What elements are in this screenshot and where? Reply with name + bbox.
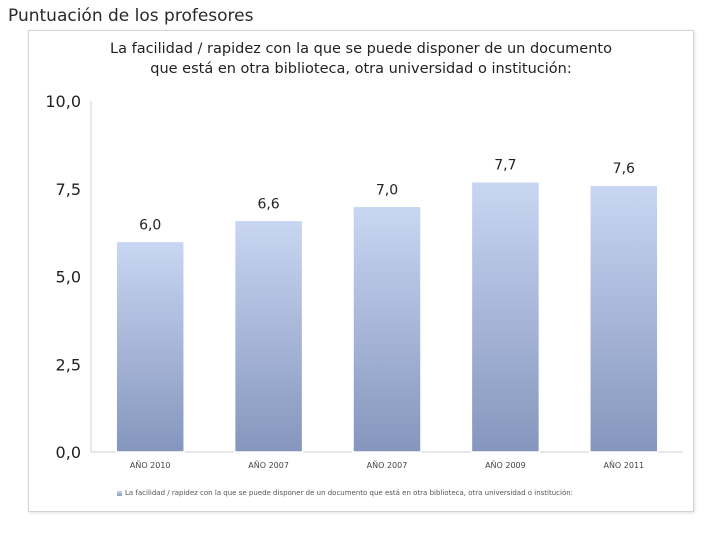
bar-chart: 0,0 2,5 5,0 7,5 10,0 6,0 AÑO 2010 6,6 AÑO 2007 7,… [45,92,683,470]
data-label: 6,0 [139,217,161,233]
y-tick-label: 10,0 [45,92,81,111]
bar [115,240,185,453]
y-tick-label: 7,5 [56,180,81,199]
legend-label: La facilidad / rapidez con la que se pue… [125,489,574,497]
chart-title-line-2: que está en otra biblioteca, otra univer… [150,61,572,77]
bar [233,219,304,453]
bar [589,184,659,453]
x-tick-label: AÑO 2007 [248,460,289,470]
x-tick-label: AÑO 2007 [367,460,408,470]
legend: La facilidad / rapidez con la que se pue… [117,489,573,497]
legend-swatch [117,490,122,496]
bar [352,205,422,453]
chart-title-line-1: La facilidad / rapidez con la que se pue… [110,41,612,57]
bar [470,180,541,453]
data-label: 6,6 [257,196,279,212]
data-label: 7,0 [376,182,398,198]
x-tick-label: AÑO 2010 [130,460,171,470]
y-tick-label: 5,0 [56,268,81,287]
slide-title: Puntuación de los profesores [8,6,254,26]
chart-title: La facilidad / rapidez con la que se pue… [29,39,693,79]
y-tick-label: 0,0 [56,443,81,462]
chart-frame: La facilidad / rapidez con la que se pue… [28,30,694,512]
data-label: 7,7 [494,158,516,174]
data-label: 7,6 [613,161,635,177]
x-tick-label: AÑO 2011 [603,460,644,470]
x-tick-label: AÑO 2009 [485,460,526,470]
y-tick-label: 2,5 [56,355,81,374]
